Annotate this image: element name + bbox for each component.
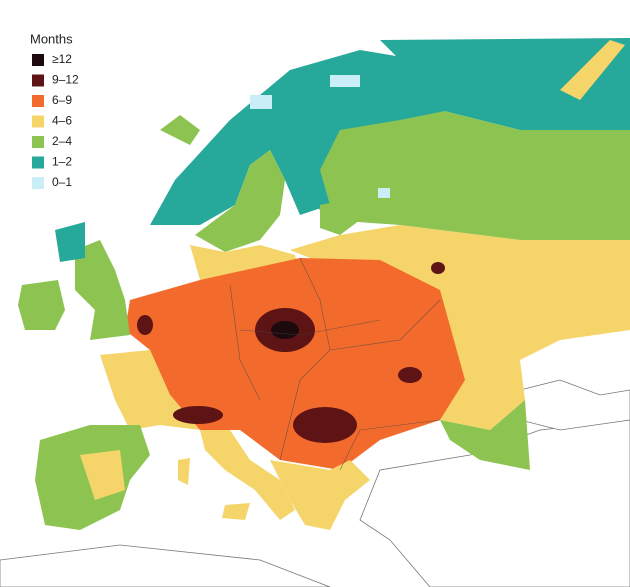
region	[160, 115, 200, 145]
region	[137, 315, 153, 335]
region	[80, 450, 125, 500]
region	[330, 75, 360, 87]
region	[440, 400, 530, 470]
region	[173, 406, 223, 424]
region	[560, 40, 625, 100]
legend-swatch	[32, 74, 44, 87]
region	[431, 262, 445, 274]
region	[18, 280, 65, 330]
region	[320, 200, 360, 235]
region	[398, 367, 422, 383]
region	[150, 50, 470, 225]
legend-label: 6–9	[52, 93, 72, 107]
legend-label: 4–6	[52, 114, 72, 128]
legend-swatch	[32, 136, 44, 148]
region	[125, 258, 465, 470]
legend-label: 0–1	[52, 175, 72, 189]
legend-title: Months	[30, 31, 73, 46]
region	[222, 503, 250, 520]
region	[293, 407, 357, 443]
region	[378, 188, 390, 198]
region	[270, 460, 370, 530]
legend: Months ≥12 9–12 6–9 4–6 2–4 1–2 0–1	[30, 31, 79, 189]
region	[100, 350, 200, 430]
region	[178, 458, 190, 485]
legend-label: 2–4	[52, 134, 72, 148]
region	[250, 95, 272, 109]
legend-swatch	[32, 115, 44, 128]
regions	[18, 38, 630, 530]
legend-label: ≥12	[52, 52, 72, 66]
region	[75, 240, 130, 340]
legend-swatch	[32, 156, 44, 169]
region	[271, 321, 299, 339]
region	[195, 150, 285, 252]
outside-land	[0, 379, 630, 587]
legend-swatch	[32, 177, 44, 189]
region	[200, 430, 295, 520]
legend-swatch	[32, 54, 44, 66]
region	[290, 225, 630, 430]
legend-label: 9–12	[52, 73, 79, 87]
region	[300, 110, 630, 240]
legend-swatch	[32, 95, 44, 107]
region	[55, 222, 85, 262]
legend-label: 1–2	[52, 155, 72, 169]
